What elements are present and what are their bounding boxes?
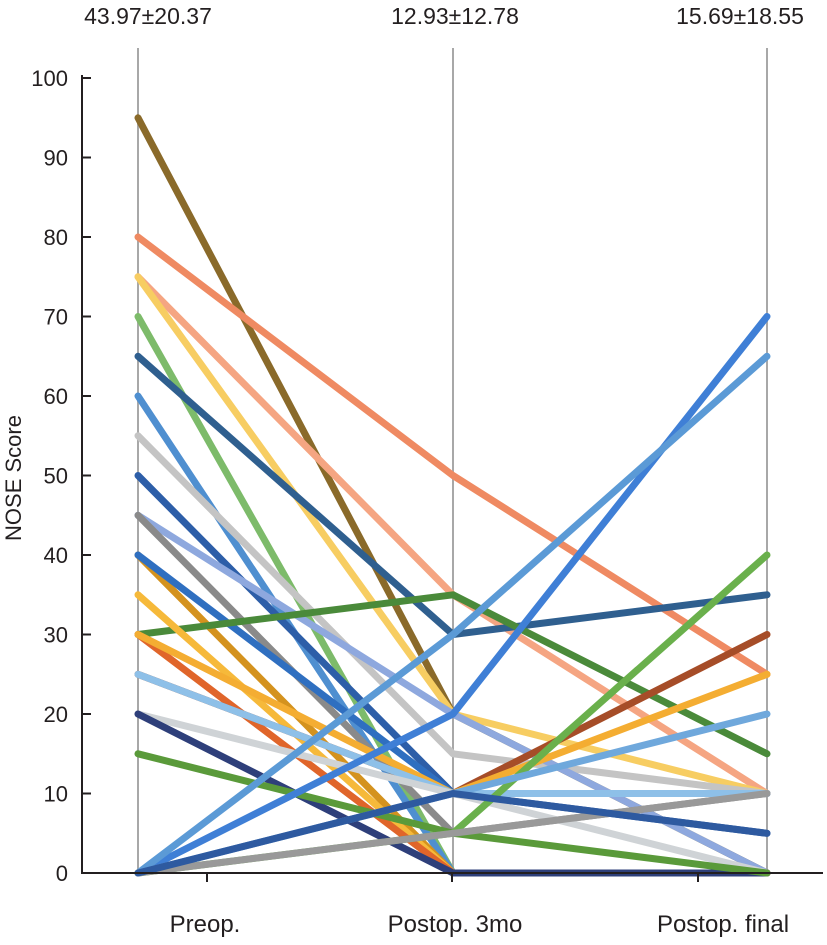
- y-tick-label: 60: [44, 384, 68, 409]
- stat-label: 12.93±12.78: [391, 3, 519, 29]
- stat-labels: 43.97±20.37 12.93±12.78 15.69±18.55: [84, 3, 804, 29]
- y-axis: 0 10 20 30 40 50 60 70 80 90 100: [31, 66, 91, 886]
- y-tick-label: 20: [44, 702, 68, 727]
- series-line: [134, 790, 771, 877]
- y-tick-label: 70: [44, 305, 68, 330]
- y-tick-label: 90: [44, 146, 68, 171]
- series-line: [134, 352, 771, 877]
- category-label: Preop.: [170, 911, 241, 938]
- y-tick-label: 100: [31, 66, 68, 91]
- x-axis: Preop. Postop. 3mo Postop. final: [82, 872, 823, 938]
- series-line: [134, 790, 771, 877]
- y-axis-title: NOSE Score: [1, 415, 26, 541]
- category-label: Postop. 3mo: [388, 911, 523, 938]
- series-line: [134, 591, 771, 758]
- y-tick-label: 80: [44, 225, 68, 250]
- y-tick-label: 30: [44, 623, 68, 648]
- category-label: Postop. final: [657, 911, 789, 938]
- stat-label: 15.69±18.55: [676, 3, 804, 29]
- y-tick-label: 10: [44, 782, 68, 807]
- stat-label: 43.97±20.37: [84, 3, 212, 29]
- y-tick-label: 40: [44, 543, 68, 568]
- y-tick-label: 50: [44, 464, 68, 489]
- y-tick-label: 0: [56, 861, 68, 886]
- series-line: [134, 432, 771, 797]
- category-gridlines: [137, 48, 768, 873]
